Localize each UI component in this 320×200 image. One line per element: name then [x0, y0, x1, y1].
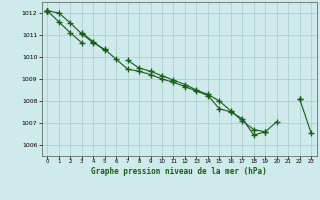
X-axis label: Graphe pression niveau de la mer (hPa): Graphe pression niveau de la mer (hPa): [91, 167, 267, 176]
